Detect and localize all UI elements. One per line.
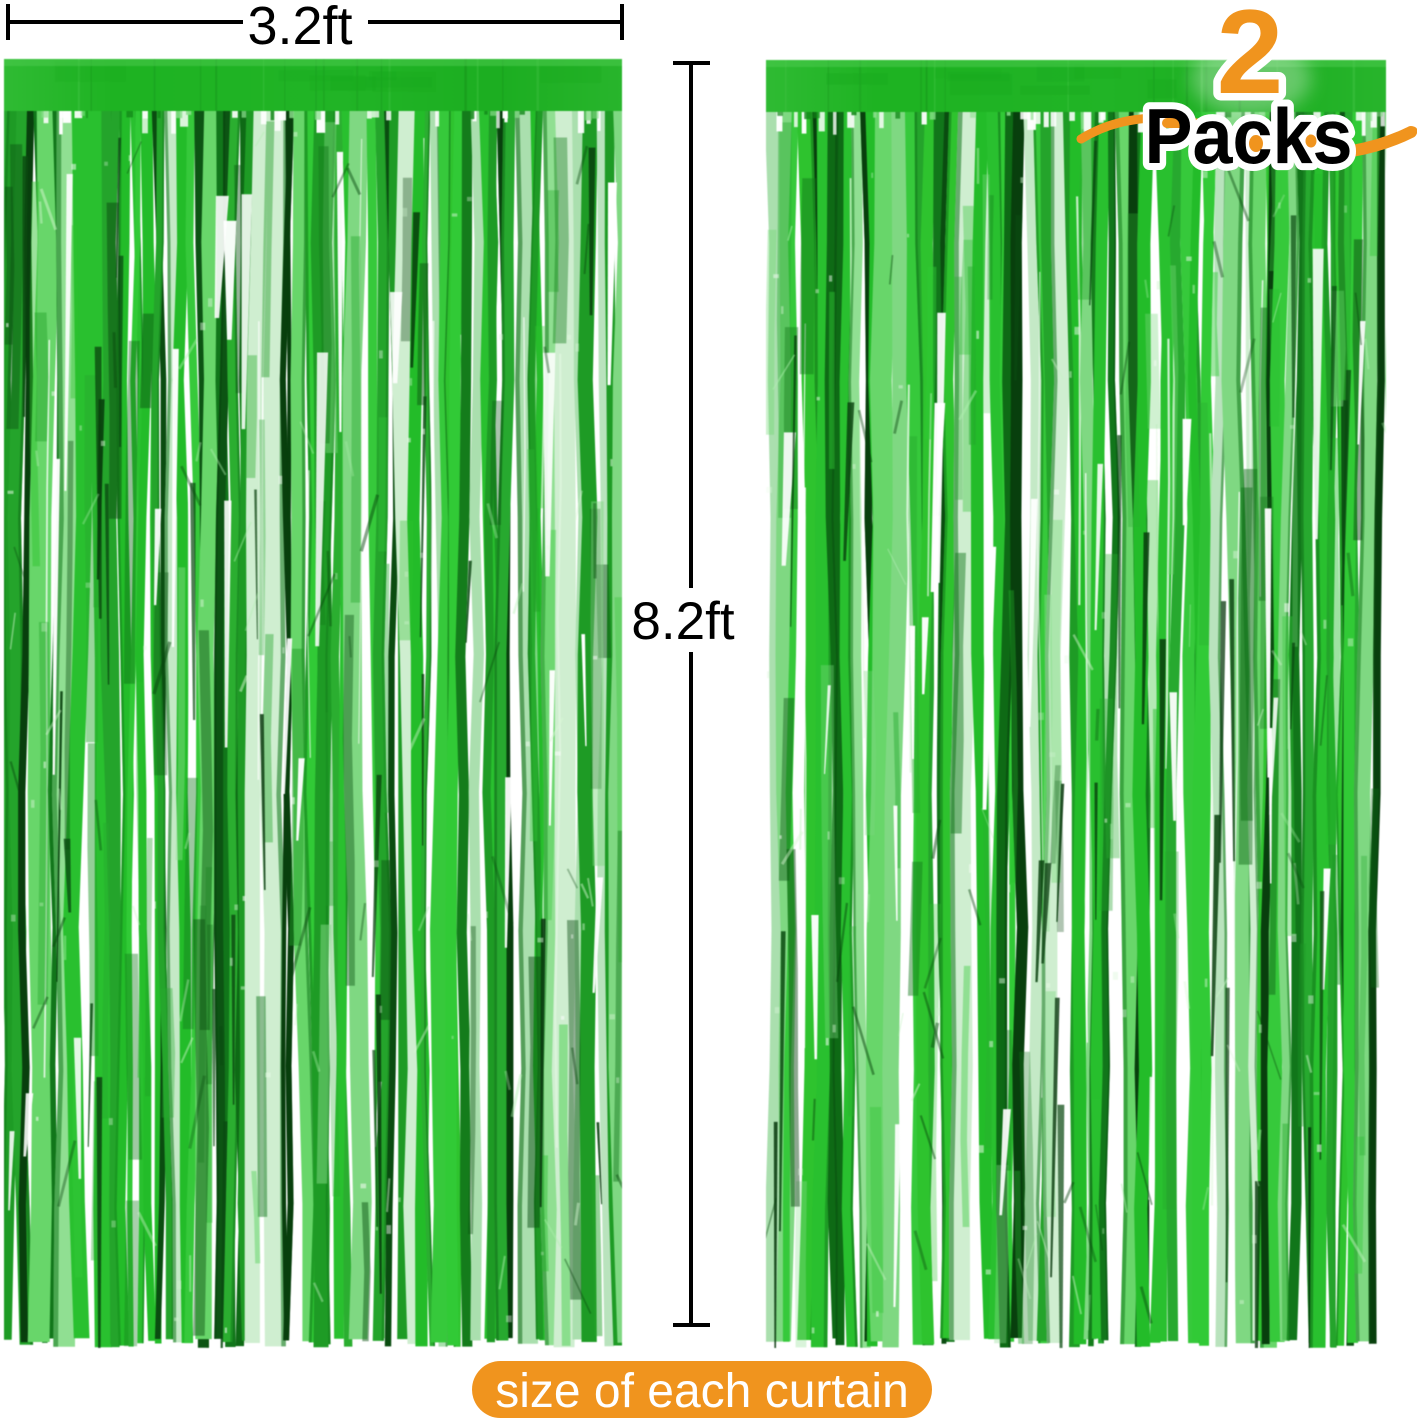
svg-text:8.2ft: 8.2ft <box>631 592 734 651</box>
svg-text:2: 2 <box>1217 0 1284 119</box>
svg-text:Packs: Packs <box>1145 92 1353 180</box>
svg-text:2: 2 <box>1217 0 1284 119</box>
svg-text:3.2ft: 3.2ft <box>247 0 352 56</box>
svg-text:size of each curtain: size of each curtain <box>495 1365 909 1418</box>
svg-text:Packs: Packs <box>1145 92 1353 180</box>
